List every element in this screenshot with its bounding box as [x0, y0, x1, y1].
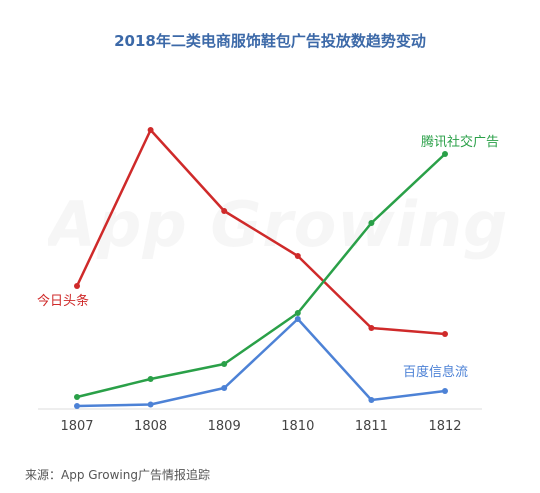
baidu-series — [74, 316, 448, 409]
data-point — [221, 208, 228, 214]
data-point — [368, 220, 375, 226]
data-point — [74, 283, 80, 289]
series-line — [76, 153, 446, 399]
tencent-series-label: 腾讯社交广告 — [421, 135, 500, 150]
data-point — [147, 401, 154, 408]
data-point — [442, 331, 448, 337]
data-point — [147, 127, 154, 133]
data-point — [74, 394, 80, 400]
data-point — [368, 397, 375, 403]
toutiao-series — [74, 127, 448, 337]
data-point — [294, 316, 301, 322]
data-point — [442, 151, 448, 157]
x-tick-label: 1809 — [208, 419, 241, 434]
x-tick-label: 1812 — [428, 419, 461, 434]
x-tick-label: 1810 — [281, 419, 314, 434]
series-line — [75, 128, 446, 336]
x-tick-label: 1807 — [60, 419, 93, 434]
data-point — [294, 310, 301, 316]
data-point — [221, 385, 228, 391]
data-point — [294, 253, 301, 259]
series-line — [76, 317, 446, 408]
x-tick-label: 1811 — [355, 419, 388, 434]
data-point — [147, 376, 154, 382]
data-point — [368, 325, 375, 331]
x-axis-ticks: 1807 1808 1809 1810 1811 1812 — [60, 419, 461, 434]
x-tick-label: 1808 — [134, 419, 167, 434]
source-note: 来源：App Growing广告情报追踪 — [25, 468, 210, 482]
data-point — [221, 361, 228, 367]
chart-title: 2018年二类电商服饰鞋包广告投放数趋势变动 — [114, 32, 426, 50]
tencent-series — [74, 151, 448, 400]
baidu-series-label: 百度信息流 — [403, 365, 469, 380]
data-point — [442, 388, 448, 394]
toutiao-series-label: 今日头条 — [37, 294, 90, 309]
data-point — [74, 403, 80, 409]
